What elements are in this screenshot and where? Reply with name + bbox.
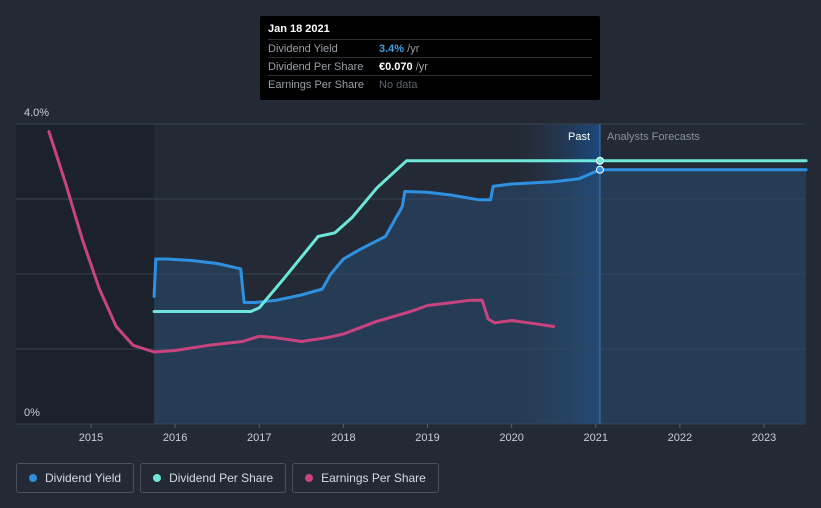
legend-item-dividend-per-share[interactable]: Dividend Per Share bbox=[140, 463, 287, 493]
x-tick-label: 2023 bbox=[752, 432, 776, 444]
y-tick-bottom: 0% bbox=[24, 407, 40, 419]
tooltip-value: €0.070 bbox=[379, 60, 413, 73]
tooltip-row-dividend-per-share: Dividend Per Share €0.070 /yr bbox=[268, 57, 592, 75]
tooltip-unit: /yr bbox=[412, 60, 428, 73]
legend-dot-icon bbox=[29, 474, 37, 482]
past-label: Past bbox=[568, 131, 590, 143]
legend-label: Earnings Per Share bbox=[321, 471, 426, 485]
x-tick-label: 2015 bbox=[79, 432, 103, 444]
legend-label: Dividend Yield bbox=[45, 471, 122, 485]
legend-item-dividend-yield[interactable]: Dividend Yield bbox=[16, 463, 135, 493]
chart-legend: Dividend Yield Dividend Per Share Earnin… bbox=[16, 463, 439, 493]
x-tick-label: 2020 bbox=[499, 432, 523, 444]
dividend-yield-marker bbox=[595, 165, 604, 174]
tooltip-row-earnings-per-share: Earnings Per Share No data bbox=[268, 75, 592, 93]
forecast-label: Analysts Forecasts bbox=[607, 131, 700, 143]
legend-dot-icon bbox=[153, 474, 162, 482]
tooltip-label: Dividend Per Share bbox=[268, 60, 364, 73]
earnings-per-share-line bbox=[47, 130, 556, 354]
dividend-per-share-line bbox=[152, 159, 808, 313]
tooltip-row-dividend-yield: Dividend Yield 3.4% /yr bbox=[268, 39, 592, 57]
chart-tooltip: Jan 18 2021 Dividend Yield 3.4% /yr Divi… bbox=[260, 16, 600, 100]
dividend-yield-area bbox=[154, 169, 807, 424]
x-tick-label: 2022 bbox=[668, 432, 692, 444]
tooltip-value: No data bbox=[379, 78, 418, 91]
tooltip-label: Earnings Per Share bbox=[268, 78, 364, 91]
tooltip-label: Dividend Yield bbox=[268, 42, 338, 55]
dividend-per-share-marker bbox=[595, 156, 604, 165]
x-tick-label: 2017 bbox=[247, 432, 271, 444]
x-tick-label: 2021 bbox=[584, 432, 608, 444]
tooltip-unit: /yr bbox=[404, 42, 420, 55]
legend-label: Dividend Per Share bbox=[169, 471, 274, 485]
dividend-yield-line bbox=[152, 168, 808, 304]
y-tick-top: 4.0% bbox=[24, 107, 49, 119]
x-tick-label: 2018 bbox=[331, 432, 355, 444]
legend-item-earnings-per-share[interactable]: Earnings Per Share bbox=[292, 463, 439, 493]
x-tick-label: 2019 bbox=[415, 432, 439, 444]
legend-dot-icon bbox=[305, 474, 314, 482]
tooltip-date: Jan 18 2021 bbox=[268, 23, 330, 35]
tooltip-value: 3.4% bbox=[379, 42, 405, 55]
x-tick-label: 2016 bbox=[163, 432, 187, 444]
